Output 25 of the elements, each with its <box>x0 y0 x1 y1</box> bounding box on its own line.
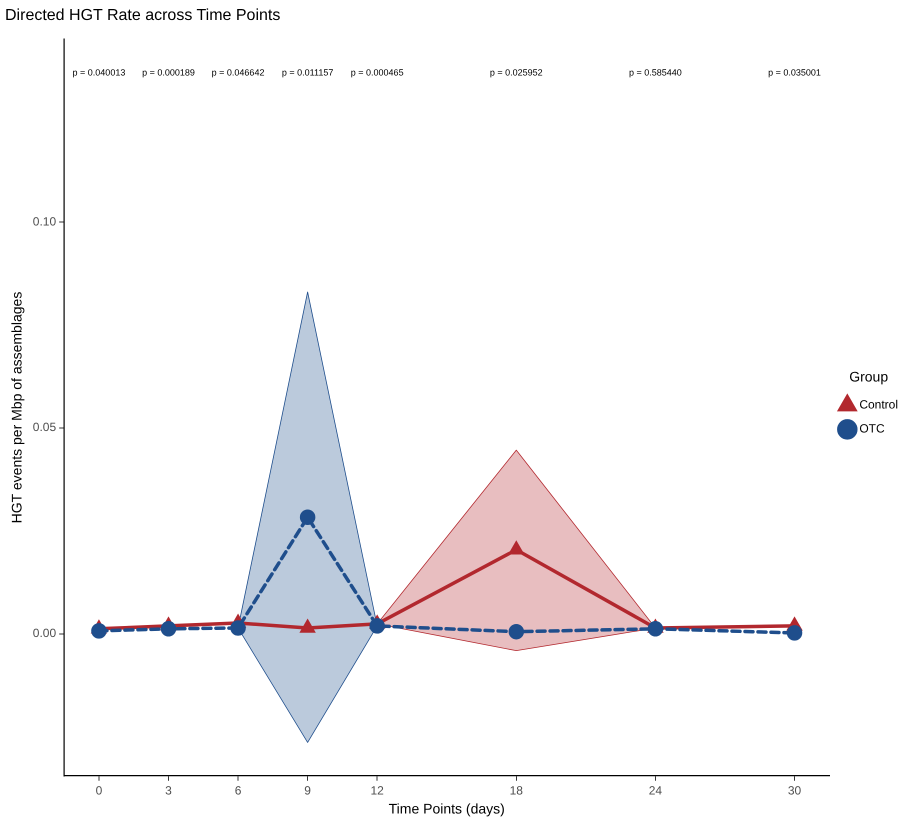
x-tick-label: 18 <box>510 783 524 798</box>
legend-title: Group <box>849 368 888 384</box>
annotation: p = 0.585440 <box>629 68 682 78</box>
y-tick-label: 0.05 <box>32 420 56 434</box>
x-tick-label: 12 <box>370 783 384 798</box>
legend-label: Control <box>859 398 898 412</box>
x-tick-label: 6 <box>234 783 242 798</box>
annotation: p = 0.011157 <box>282 68 334 78</box>
annotation: p = 0.000465 <box>350 68 404 78</box>
x-tick-label: 30 <box>788 783 802 798</box>
y-axis-title: HGT events per Mbp of assemblages <box>8 292 24 524</box>
annotation: p = 0.000189 <box>142 68 195 78</box>
chart-title: Directed HGT Rate across Time Points <box>5 7 280 24</box>
x-tick-label: 9 <box>304 783 312 798</box>
annotation: p = 0.046642 <box>212 68 264 78</box>
x-tick-label: 0 <box>96 783 103 798</box>
annotation: p = 0.025952 <box>490 68 543 78</box>
x-tick-label: 24 <box>648 783 662 798</box>
legend-label: OTC <box>859 422 885 436</box>
x-axis-title: Time Points (days) <box>388 800 505 816</box>
annotation: p = 0.040013 <box>72 68 126 78</box>
y-tick-label: 0.10 <box>32 214 56 228</box>
annotation: p = 0.035001 <box>768 68 821 78</box>
x-tick-label: 3 <box>165 783 172 798</box>
y-tick-label: 0.00 <box>32 626 56 640</box>
